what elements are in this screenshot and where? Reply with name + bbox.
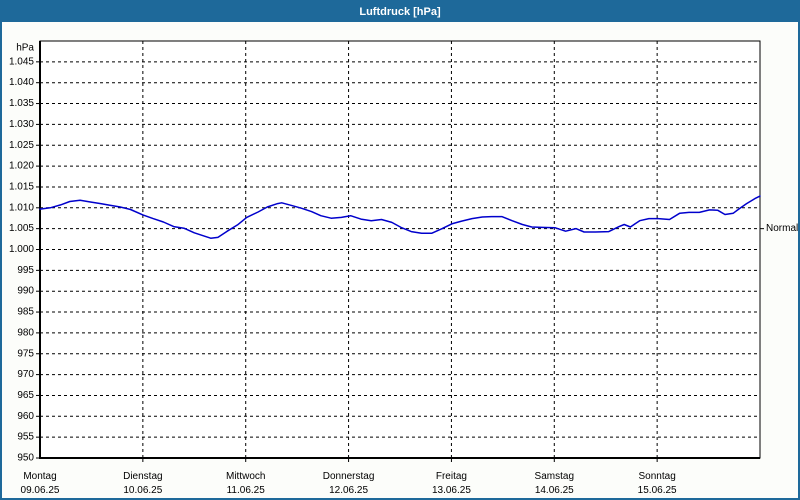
y-tick-label: 1.025 — [9, 140, 34, 151]
date-label: 09.06.25 — [21, 485, 60, 496]
y-tick-label: 950 — [17, 453, 34, 464]
y-tick-label: 1.005 — [9, 223, 34, 234]
y-tick-label: 990 — [17, 286, 34, 297]
chart-area: 1.045 1.040 1.035 1.030 1.025 1.020 1.015 1.010… — [2, 22, 798, 498]
y-tick-label: 965 — [17, 390, 34, 401]
y-tick-label: 955 — [17, 432, 34, 443]
date-label: 10.06.25 — [123, 485, 162, 496]
y-tick-label: 1.040 — [9, 77, 34, 88]
y-tick-label: 1.045 — [9, 56, 34, 67]
y-tick-label: 1.015 — [9, 181, 34, 192]
y-tick-label: 995 — [17, 265, 34, 276]
day-label: Montag — [23, 471, 56, 482]
y-tick-label: 1.020 — [9, 161, 34, 172]
day-label: Dienstag — [123, 471, 162, 482]
y-tick-label: 985 — [17, 307, 34, 318]
day-label: Donnerstag — [323, 471, 375, 482]
date-label: 11.06.25 — [227, 485, 266, 496]
window-title: Luftdruck [hPa] — [359, 6, 441, 18]
day-label: Freitag — [436, 471, 467, 482]
date-label: 13.06.25 — [432, 485, 471, 496]
date-label: 15.06.25 — [638, 485, 677, 496]
y-tick-label: 1.035 — [9, 98, 34, 109]
normal-label: Normal — [766, 223, 798, 234]
date-label: 14.06.25 — [535, 485, 574, 496]
date-label: 12.06.25 — [329, 485, 368, 496]
day-label: Sonntag — [639, 471, 676, 482]
day-label: Mittwoch — [226, 471, 265, 482]
y-tick-label: 960 — [17, 411, 34, 422]
y-tick-label: 1.010 — [9, 202, 34, 213]
y-tick-label: 980 — [17, 327, 34, 338]
pressure-chart: 1.045 1.040 1.035 1.030 1.025 1.020 1.015 1.010… — [9, 40, 798, 496]
window-titlebar[interactable]: Luftdruck [hPa] — [2, 2, 798, 22]
y-tick-label: 970 — [17, 369, 34, 380]
y-tick-label: 1.030 — [9, 119, 34, 130]
y-tick-label: 975 — [17, 348, 34, 359]
day-label: Samstag — [535, 471, 574, 482]
y-tick-label: 1.000 — [9, 244, 34, 255]
y-axis-unit-label: hPa — [16, 43, 34, 54]
pressure-line — [39, 195, 761, 239]
